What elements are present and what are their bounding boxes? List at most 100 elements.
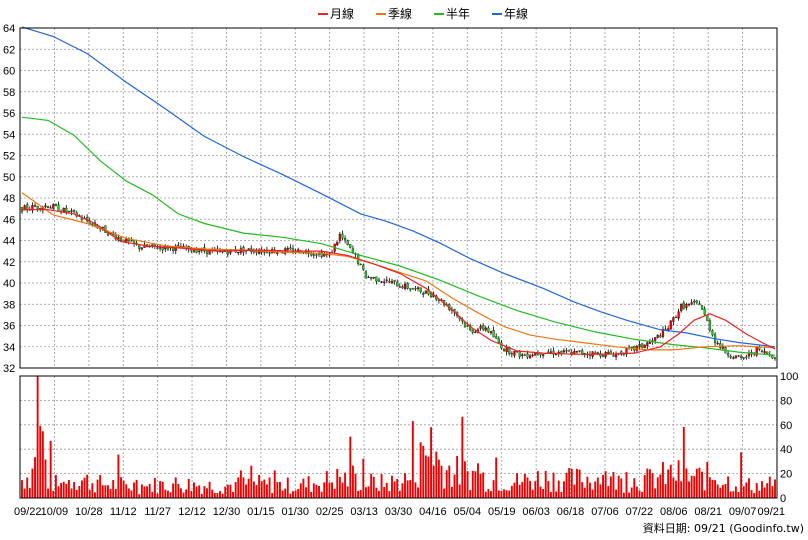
candle-body	[119, 237, 123, 241]
volume-bar	[745, 482, 748, 498]
price-panel-frame	[19, 27, 778, 369]
candle-body	[252, 251, 255, 253]
volume-bar	[101, 485, 104, 498]
candle-body	[729, 355, 732, 358]
volume-bar	[667, 469, 670, 498]
volume-bar	[346, 486, 349, 498]
volume-bar	[54, 474, 57, 498]
volume-bar	[701, 471, 703, 498]
volume-bar	[107, 485, 109, 498]
price-tick-label: 44	[3, 236, 15, 248]
volume-bar	[505, 490, 508, 498]
candle-body	[682, 302, 685, 309]
volume-bar	[104, 485, 107, 498]
volume-bar	[620, 478, 623, 498]
volume-bar	[753, 493, 756, 498]
volume-bar	[294, 490, 297, 498]
volume-bar	[258, 474, 261, 498]
candle-body	[208, 249, 211, 255]
candle-body	[315, 254, 318, 256]
candle-body	[484, 327, 487, 331]
volume-bar	[31, 468, 34, 498]
candle-body	[377, 279, 381, 282]
candle-body	[49, 207, 52, 209]
volume-bar	[36, 376, 39, 498]
volume-bar	[570, 468, 573, 498]
volume-bar	[448, 465, 451, 498]
volume-bar	[417, 487, 419, 498]
candle-body	[343, 238, 347, 240]
candle-body	[237, 252, 240, 254]
volume-bar	[385, 482, 388, 498]
price-tick-label: 46	[3, 214, 15, 226]
volume-bar	[216, 492, 219, 498]
candle-body	[659, 335, 662, 338]
volume-bar	[182, 492, 185, 498]
volume-bar	[286, 477, 289, 498]
volume-bar	[685, 468, 688, 498]
candle-body	[367, 276, 370, 279]
volume-bar	[766, 483, 769, 498]
candle-body	[247, 248, 250, 250]
volume-bar	[740, 452, 743, 498]
volume-bar	[602, 475, 604, 498]
volume-bar	[351, 465, 354, 498]
candle-body	[562, 350, 566, 353]
candle-body	[565, 350, 568, 352]
volume-bar	[169, 492, 172, 498]
volume-bar	[75, 489, 78, 498]
volume-bar	[510, 485, 513, 498]
candle-body	[607, 352, 610, 354]
candle-body	[773, 357, 777, 359]
candle-body	[716, 343, 719, 345]
candle-body	[578, 350, 581, 352]
volume-tick-label: 100	[780, 371, 798, 383]
candle-body	[706, 314, 709, 321]
price-tick-label: 38	[3, 299, 15, 311]
volume-bar	[703, 490, 706, 498]
candle-body	[719, 343, 722, 348]
volume-bar	[52, 490, 55, 498]
candle-body	[336, 241, 339, 246]
volume-bar	[432, 465, 435, 498]
volume-bar	[213, 492, 216, 498]
volume-bar	[39, 425, 42, 498]
volume-bar	[250, 465, 253, 498]
price-tick-label: 58	[3, 87, 15, 99]
candle-body	[409, 288, 412, 290]
candle-body	[362, 264, 365, 270]
volume-bar	[354, 473, 357, 498]
volume-bar	[333, 488, 336, 498]
date-tick-label: 11/12	[110, 506, 137, 518]
volume-bar	[424, 455, 427, 498]
volume-bar	[662, 462, 664, 498]
volume-bar	[732, 491, 735, 498]
volume-bar	[729, 491, 732, 498]
candle-body	[547, 351, 550, 353]
volume-bar	[114, 488, 117, 498]
volume-bar	[453, 474, 456, 498]
volume-bar	[596, 477, 599, 498]
candle-body	[143, 244, 146, 248]
volume-bar	[471, 470, 474, 498]
volume-bar	[401, 483, 404, 498]
volume-bar	[513, 482, 516, 498]
date-tick-label: 03/30	[385, 506, 413, 518]
volume-bar	[445, 470, 448, 498]
ma-line-月線	[22, 209, 776, 355]
volume-bar	[156, 493, 159, 498]
volume-bar	[133, 482, 135, 498]
volume-bar	[271, 493, 274, 498]
candle-body	[625, 348, 628, 355]
candle-body	[140, 247, 143, 250]
volume-bar	[758, 490, 761, 498]
volume-bar	[62, 481, 65, 498]
price-tick-label: 64	[3, 23, 15, 35]
volume-bar	[675, 480, 677, 498]
volume-bar	[443, 488, 446, 498]
volume-bar	[516, 473, 519, 498]
volume-bar	[91, 483, 94, 498]
volume-bar	[320, 491, 323, 498]
volume-bar	[698, 467, 701, 498]
volume-bar	[560, 491, 563, 498]
